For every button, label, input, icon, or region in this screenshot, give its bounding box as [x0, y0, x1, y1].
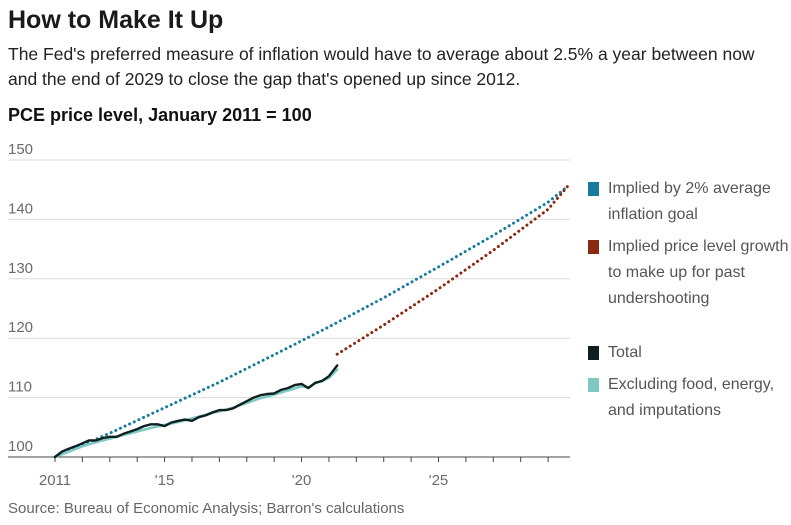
source-note: Source: Bureau of Economic Analysis; Bar… [8, 500, 405, 517]
x-tick-label: '25 [429, 472, 449, 489]
legend-label: Total [608, 344, 642, 361]
legend-swatch [588, 378, 599, 392]
x-tick-label: '20 [292, 472, 312, 489]
legend-label: Implied price level growth to make up fo… [608, 238, 789, 307]
y-axis-label: PCE price level, January 2011 = 100 [8, 105, 312, 125]
y-tick-label: 150 [8, 141, 33, 158]
series-line-2 [53, 364, 339, 459]
legend-label: Implied by 2% average inflation goal [608, 180, 771, 223]
series-line-3 [53, 368, 339, 459]
legend-swatch [588, 346, 599, 360]
x-tick-label: 2011 [39, 472, 71, 489]
y-tick-label: 110 [8, 379, 32, 396]
chart-subtitle: The Fed's preferred measure of inflation… [8, 44, 755, 89]
legend-label: Excluding food, energy, and imputations [608, 376, 775, 419]
y-tick-label: 120 [8, 319, 33, 336]
legend-swatch [588, 182, 599, 196]
chart-title: How to Make It Up [8, 6, 224, 34]
x-tick-label: '15 [155, 472, 175, 489]
series-line-1 [335, 185, 569, 356]
series-line-0 [53, 185, 569, 459]
legend-swatch [588, 240, 599, 254]
y-tick-label: 140 [8, 200, 33, 217]
y-tick-label: 100 [8, 438, 33, 455]
y-tick-label: 130 [8, 260, 33, 277]
